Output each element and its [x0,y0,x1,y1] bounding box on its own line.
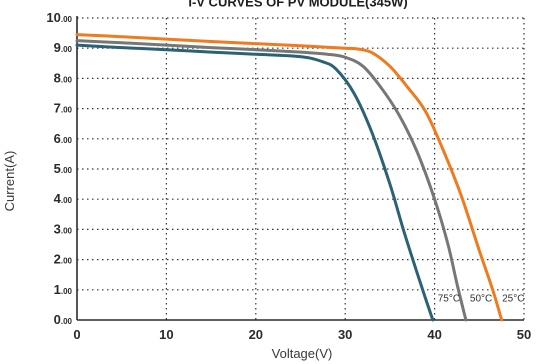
x-tick-label: 50 [517,327,531,342]
y-tick-label: 9.00 [54,40,73,55]
y-tick-label: 3.00 [54,221,73,236]
axes: 0.00 1.00 2.00 3.00 4.00 5.00 6.00 7.00 8.00 9.00… [46,10,531,342]
curve-label-group: 75°C 50°C 25°C [438,293,525,304]
curve-temperature-label: 50°C [470,293,492,304]
curve-temperature-label: 75°C [438,293,460,304]
x-tick-label: 10 [159,327,173,342]
grid [77,17,525,320]
y-tick-label: 4.00 [54,191,73,206]
y-tick-label: 10.00 [46,10,72,25]
x-tick-label: 30 [338,327,352,342]
iv-curve-25c [75,33,504,322]
y-tick-label: 8.00 [54,70,73,85]
y-tick-label: 0.00 [54,312,73,327]
series-group [75,33,504,322]
y-tick-label: 6.00 [54,131,73,146]
y-tick-label: 2.00 [54,252,73,267]
curve-temperature-label: 25°C [502,293,524,304]
iv-curve-50c [75,39,468,322]
x-tick-label: 0 [73,327,80,342]
y-tick-label: 5.00 [54,161,73,176]
x-tick-label: 40 [427,327,441,342]
x-tick-label: 20 [249,327,263,342]
y-axis-label: Current(A) [2,151,17,212]
x-axis-label: Voltage(V) [272,346,333,361]
iv-curve-75c [75,43,435,322]
y-tick-label: 1.00 [54,282,73,297]
y-tick-label: 7.00 [54,101,73,116]
chart-title: I-V CURVES OF PV MODULE(345W) [188,0,407,9]
